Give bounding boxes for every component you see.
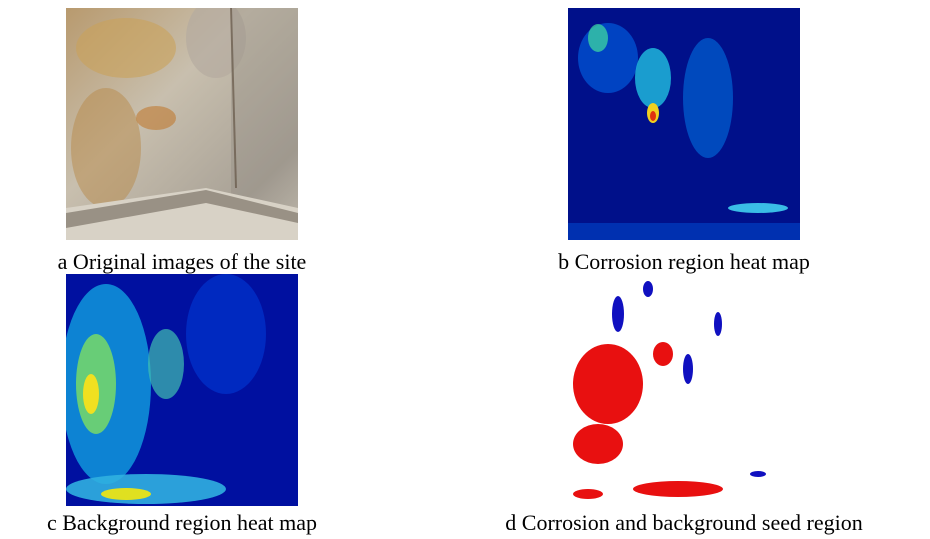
site-photo — [66, 8, 298, 240]
caption: c Background region heat map — [47, 511, 317, 535]
figure: a Original images of the site b Corrosio… — [0, 0, 930, 539]
corrosion-heat-map — [568, 8, 800, 240]
background-heat-map — [66, 274, 298, 506]
seed-region-map — [568, 274, 800, 506]
caption: d Corrosion and background seed region — [505, 511, 862, 535]
caption: a Original images of the site — [58, 250, 307, 274]
caption: b Corrosion region heat map — [558, 250, 810, 274]
